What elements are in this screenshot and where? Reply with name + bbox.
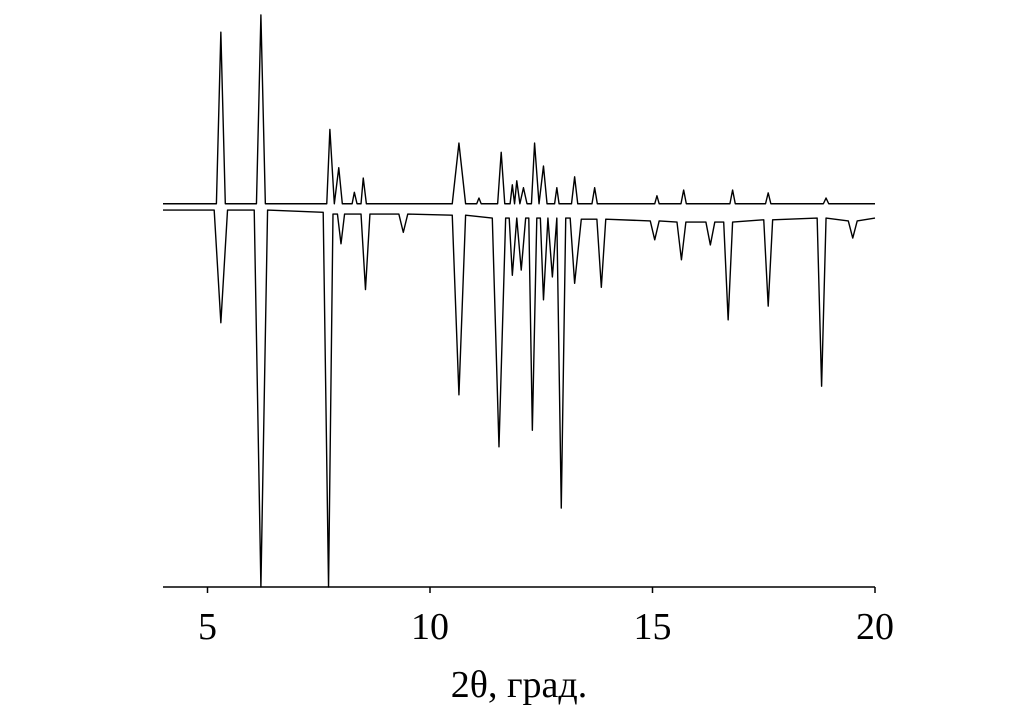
x-tick-label: 10 [411,606,449,648]
x-axis-label: 2θ, град. [451,664,588,705]
x-tick-label: 5 [198,606,217,648]
pattern-line [163,14,875,205]
x-tick-label: 20 [856,606,894,648]
pattern-line [163,209,876,588]
x-tick-label: 15 [634,606,672,648]
